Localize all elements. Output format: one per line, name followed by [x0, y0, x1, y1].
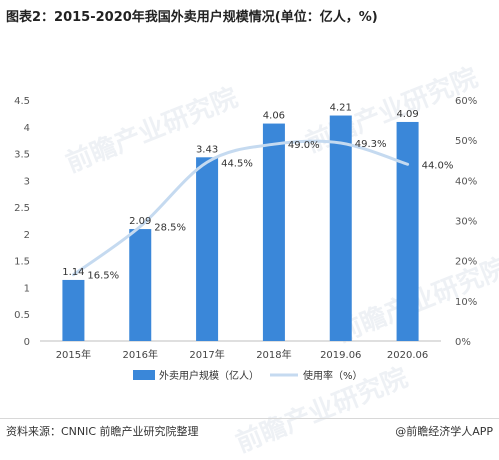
y-right-tick-label: 30% [455, 217, 477, 228]
x-tick-label: 2017年 [189, 348, 224, 361]
line-value-label: 16.5% [87, 271, 119, 282]
y-right-tick-label: 40% [455, 176, 477, 187]
line-value-label: 49.3% [355, 139, 387, 150]
y-left-tick-label: 0 [24, 337, 30, 348]
y-right-tick-label: 10% [455, 297, 477, 308]
y-left-tick-label: 1 [24, 283, 30, 294]
bar-value-label: 4.09 [396, 109, 418, 120]
x-tick-label: 2016年 [123, 348, 158, 361]
y-left-tick-label: 2.5 [14, 203, 30, 214]
bar [396, 121, 419, 341]
y-right-tick-label: 20% [455, 257, 477, 268]
bar [262, 123, 285, 341]
legend-swatch-bar [133, 370, 155, 380]
y-left-tick-label: 1.5 [14, 257, 30, 268]
bar [196, 157, 219, 341]
brand-credit: @前瞻经济学人APP [395, 425, 493, 438]
bar-value-label: 2.09 [129, 216, 151, 227]
y-left-tick-label: 4 [24, 123, 30, 134]
footer-divider [0, 418, 499, 419]
bar [129, 229, 152, 341]
y-right-tick-label: 0% [455, 337, 471, 348]
legend-label-bar: 外卖用户规模（亿人） [159, 369, 259, 382]
x-tick-label: 2019.06 [320, 350, 361, 361]
line-value-label: 28.5% [154, 223, 186, 234]
bar-value-label: 4.06 [263, 111, 285, 122]
line-value-label: 44.5% [221, 158, 253, 169]
y-left-tick-label: 0.5 [14, 310, 30, 321]
y-left-tick-label: 4.5 [14, 96, 30, 107]
y-right-tick-label: 60% [455, 96, 477, 107]
line-value-label: 44.0% [422, 160, 454, 171]
usage-rate-line [71, 139, 410, 277]
x-tick-label: 2015年 [56, 348, 91, 361]
bar [329, 115, 352, 341]
chart-title: 图表2：2015-2020年我国外卖用户规模情况(单位：亿人，%) [6, 10, 378, 25]
bar-value-label: 1.14 [62, 267, 84, 278]
y-left-tick-label: 2 [24, 230, 30, 241]
source-note: 资料来源：CNNIC 前瞻产业研究院整理 [6, 425, 199, 438]
legend-label-line: 使用率（%） [303, 369, 363, 382]
x-tick-label: 2020.06 [387, 350, 428, 361]
y-left-tick-label: 3 [24, 176, 30, 187]
y-right-tick-label: 50% [455, 136, 477, 147]
bar [62, 279, 85, 341]
chart-canvas: 0 0.5 1 1.5 2 2.5 3 3.5 4 4.5 0% 10% 20% 30% 40% 50% 60%… [14, 96, 477, 382]
line-value-label: 49.0% [288, 140, 320, 151]
y-left-tick-label: 3.5 [14, 150, 30, 161]
x-tick-label: 2018年 [256, 348, 291, 361]
bar-value-label: 3.43 [196, 144, 218, 155]
bar-value-label: 4.21 [330, 103, 352, 114]
